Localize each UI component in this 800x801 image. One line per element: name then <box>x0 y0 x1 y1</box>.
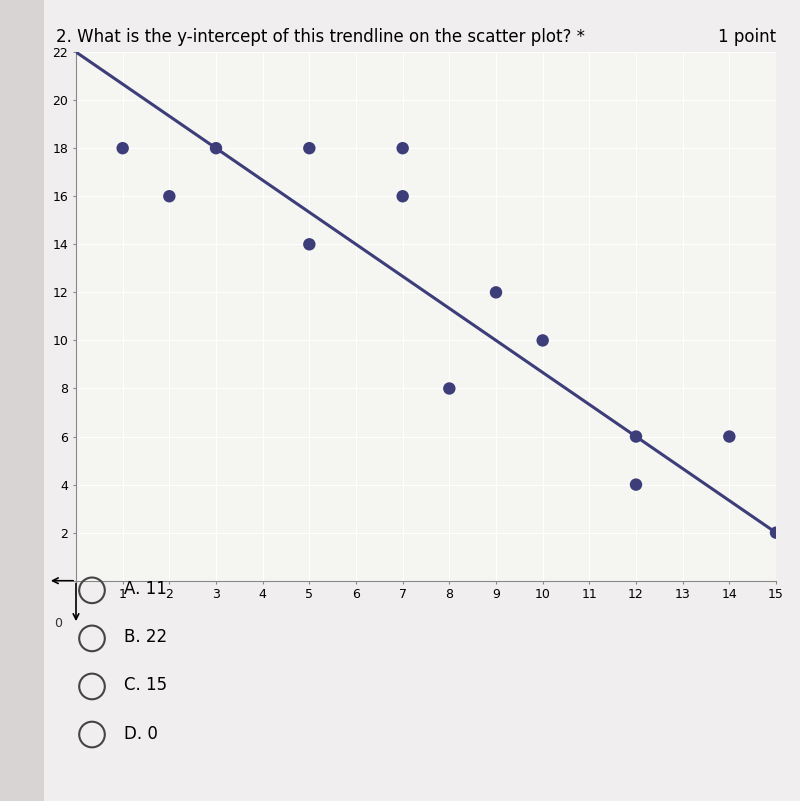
Point <box>630 478 642 491</box>
Point <box>303 238 316 251</box>
Text: 1 point: 1 point <box>718 28 776 46</box>
Point <box>723 430 736 443</box>
Text: D. 0: D. 0 <box>124 725 158 743</box>
Point <box>210 142 222 155</box>
Text: A. 11: A. 11 <box>124 581 167 598</box>
Point <box>303 142 316 155</box>
Point <box>163 190 176 203</box>
Text: C. 15: C. 15 <box>124 677 167 694</box>
Point <box>443 382 456 395</box>
Point <box>536 334 549 347</box>
Point <box>396 142 409 155</box>
Text: 2. What is the y-intercept of this trendline on the scatter plot? *: 2. What is the y-intercept of this trend… <box>56 28 585 46</box>
Text: B. 22: B. 22 <box>124 629 167 646</box>
Point <box>490 286 502 299</box>
Point <box>770 526 782 539</box>
Point <box>630 430 642 443</box>
Point <box>116 142 129 155</box>
Text: 0: 0 <box>54 617 62 630</box>
Point <box>396 190 409 203</box>
